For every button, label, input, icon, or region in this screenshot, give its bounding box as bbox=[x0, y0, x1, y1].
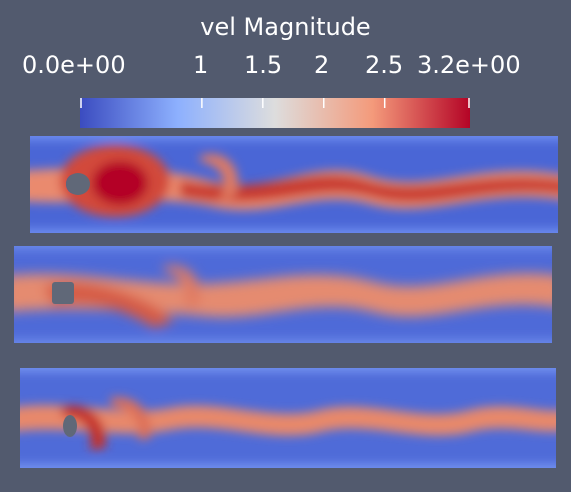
tick-label-2: 1.5 bbox=[244, 51, 283, 79]
tick-label-4: 2.5 bbox=[365, 51, 404, 79]
panel-1 bbox=[30, 136, 558, 233]
tick-label-0: 0.0e+00 bbox=[22, 51, 126, 79]
tick-label-5: 3.2e+00 bbox=[417, 51, 521, 79]
tick-label-1: 1 bbox=[193, 51, 209, 79]
panel-3 bbox=[20, 368, 556, 468]
panel-2 bbox=[14, 246, 552, 343]
colorbar-gradient bbox=[80, 98, 470, 128]
colorbar bbox=[80, 98, 470, 128]
tick-label-3: 2 bbox=[314, 51, 330, 79]
legend-title: vel Magnitude bbox=[200, 13, 371, 41]
